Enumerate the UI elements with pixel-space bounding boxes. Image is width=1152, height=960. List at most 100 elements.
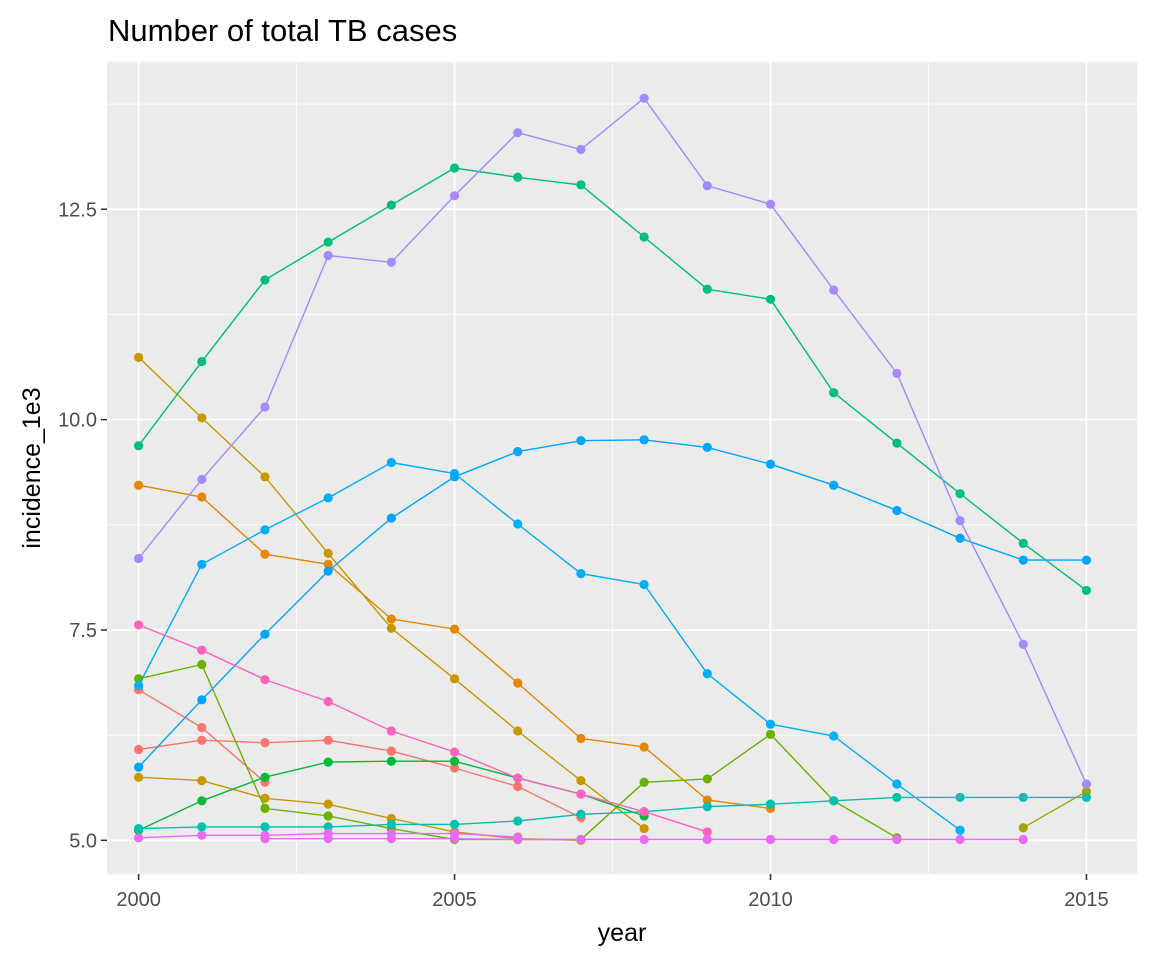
data-point [576,733,586,744]
data-point [955,825,965,835]
data-point [955,489,965,499]
data-point [702,774,712,784]
data-point [639,807,649,817]
data-point [449,763,460,773]
series [133,435,1092,772]
data-point [449,756,460,766]
data-point [829,796,839,806]
data-point [576,834,586,845]
series-line [138,624,708,833]
data-point [323,834,333,844]
chart-title: Number of total TB cases [108,13,457,48]
data-point [323,250,333,261]
series [133,163,1092,596]
data-point [133,762,144,772]
data-point [576,144,586,155]
data-point [386,834,396,844]
data-point [955,515,965,526]
data-point [386,726,396,736]
x-tick-label: 2000 [116,889,161,911]
data-point [765,729,776,739]
x-tick-label: 2015 [1064,889,1109,911]
data-point [133,480,144,490]
data-point [260,675,270,685]
data-point [892,438,902,448]
data-point [260,803,270,813]
data-point [133,553,144,564]
data-point [449,834,460,844]
y-axis: 5.0 7.5 10.0 12.5 [58,199,107,852]
data-point [260,738,270,748]
data-point [702,442,712,452]
data-point [892,834,902,845]
data-point [829,731,839,741]
data-point [513,834,523,845]
x-axis-title: year [598,919,647,947]
data-point [639,232,649,242]
data-point [1081,779,1092,789]
data-point [197,775,207,786]
data-point [386,623,396,633]
series [133,620,712,837]
series-line [138,439,1087,768]
data-point [955,533,965,543]
data-point [386,257,396,267]
data-point [1018,834,1028,845]
data-point [1018,555,1028,565]
data-point [323,757,333,767]
data-point [576,809,586,819]
data-point [765,199,776,209]
data-point [702,669,712,679]
y-axis-title: incidence_1e3 [18,387,46,548]
data-point [197,356,207,367]
data-point [955,834,965,845]
data-point [197,559,207,569]
data-point [765,799,776,809]
y-tick-label: 12.5 [58,199,97,221]
data-point [513,773,523,783]
data-point [197,492,207,502]
data-point [576,789,586,799]
data-point [639,823,649,834]
data-point [1081,792,1092,803]
data-point [449,819,460,829]
series-line [138,796,1087,830]
data-point [133,823,144,834]
data-point [260,629,270,639]
data-point [197,695,207,705]
data-point [829,834,839,845]
series-line [138,739,582,819]
data-point [133,352,144,362]
data-point [386,513,396,523]
data-point [829,285,839,295]
data-point [765,294,776,304]
series-line [138,776,581,841]
data-point [702,284,712,294]
data-point [449,163,460,173]
series [133,735,586,823]
data-point [197,722,207,733]
data-point [449,472,460,482]
data-point [323,566,333,576]
data-point [260,772,270,782]
data-point [323,493,333,503]
data-point [1018,538,1028,548]
data-point [386,200,396,210]
data-point [197,659,207,670]
data-point [197,645,207,655]
data-point [323,799,333,809]
data-point [702,181,712,191]
data-point [513,519,523,529]
data-point [892,779,902,789]
data-point [449,624,460,634]
series [133,457,965,835]
data-point [449,674,460,684]
minor-grid [107,62,1137,874]
data-point [197,735,207,745]
data-point [133,620,144,630]
data-point [892,505,902,516]
data-point [260,275,270,285]
data-point [1018,639,1028,649]
data-point [765,459,776,469]
